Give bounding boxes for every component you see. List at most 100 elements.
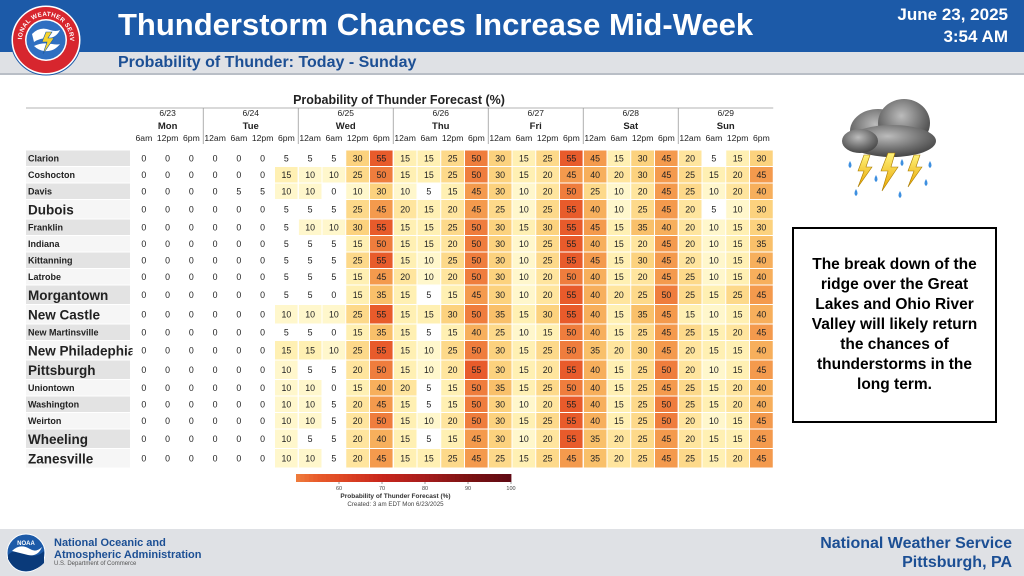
heatmap-cell-value: 5 bbox=[284, 255, 289, 265]
heatmap-cell bbox=[180, 200, 203, 219]
heatmap-cell-value: 10 bbox=[519, 255, 529, 265]
heatmap-cell bbox=[726, 360, 749, 379]
heatmap-cell bbox=[702, 396, 726, 412]
heatmap-cell bbox=[132, 183, 156, 199]
heatmap-cell bbox=[583, 183, 607, 199]
heatmap-cell bbox=[322, 429, 346, 448]
row-label-bg bbox=[26, 150, 130, 166]
heatmap-cell-value: 15 bbox=[400, 239, 410, 249]
heatmap-cell-value: 0 bbox=[213, 416, 218, 426]
heatmap-cell-value: 25 bbox=[543, 345, 553, 355]
heatmap-cell bbox=[132, 413, 156, 429]
heatmap-cell bbox=[750, 167, 773, 183]
heatmap-cell bbox=[583, 360, 607, 379]
page-subtitle: Probability of Thunder: Today - Sunday bbox=[118, 54, 417, 71]
heatmap-cell bbox=[512, 341, 536, 360]
heatmap-cell-value: 40 bbox=[756, 309, 766, 319]
heatmap-cell-value: 0 bbox=[213, 204, 218, 214]
heatmap-cell-value: 20 bbox=[353, 453, 363, 463]
heatmap-cell bbox=[156, 413, 179, 429]
day-name-label: Sun bbox=[717, 121, 735, 132]
legend-swatch bbox=[433, 474, 439, 482]
heatmap-cell-value: 0 bbox=[260, 255, 265, 265]
heatmap-cell-value: 20 bbox=[638, 272, 648, 282]
location-label: Washington bbox=[28, 399, 79, 409]
legend-swatch bbox=[317, 474, 323, 482]
legend-tick-label: 100 bbox=[506, 486, 515, 492]
heatmap-cell bbox=[465, 269, 488, 285]
heatmap-cell bbox=[227, 236, 251, 252]
heatmap-cell bbox=[346, 183, 369, 199]
heatmap-cell-value: 25 bbox=[638, 290, 648, 300]
heatmap-cell bbox=[536, 200, 559, 219]
heatmap-cell bbox=[251, 200, 274, 219]
heatmap-cell bbox=[417, 269, 441, 285]
heatmap-cell bbox=[441, 150, 464, 166]
heatmap-cell bbox=[156, 183, 179, 199]
heatmap-cell bbox=[227, 380, 251, 396]
heatmap-cell-value: 10 bbox=[329, 222, 339, 232]
heatmap-cell-value: 45 bbox=[566, 453, 576, 463]
heatmap-cell bbox=[275, 324, 298, 340]
heatmap-cell bbox=[441, 360, 464, 379]
heatmap-cell-value: 10 bbox=[281, 383, 291, 393]
heatmap-cell-value: 15 bbox=[614, 153, 624, 163]
heatmap-cell-value: 55 bbox=[566, 290, 576, 300]
heatmap-cell-value: 45 bbox=[661, 255, 671, 265]
heatmap-cell bbox=[275, 341, 298, 360]
heatmap-cell bbox=[417, 341, 441, 360]
heatmap-cell-value: 30 bbox=[495, 399, 505, 409]
heatmap-cell bbox=[512, 236, 536, 252]
heatmap-cell-value: 15 bbox=[400, 345, 410, 355]
location-label: Clarion bbox=[28, 153, 59, 163]
heatmap-cell-value: 0 bbox=[236, 365, 241, 375]
heatmap-cell bbox=[655, 252, 678, 268]
heatmap-cell bbox=[417, 380, 441, 396]
heatmap-cell bbox=[583, 305, 607, 324]
legend-title: Probability of Thunder Forecast (%) bbox=[340, 493, 450, 500]
heatmap-cell bbox=[583, 219, 607, 235]
heatmap-cell bbox=[607, 380, 631, 396]
heatmap-cell-value: 0 bbox=[165, 204, 170, 214]
heatmap-cell bbox=[512, 360, 536, 379]
heatmap-cell bbox=[536, 413, 559, 429]
legend-swatch bbox=[304, 474, 310, 482]
heatmap-cell-value: 0 bbox=[189, 204, 194, 214]
footer-bar: NOAA National Oceanic and Atmospheric Ad… bbox=[0, 529, 1024, 576]
heatmap-cell-value: 30 bbox=[638, 153, 648, 163]
heatmap-cell-value: 45 bbox=[376, 453, 386, 463]
heatmap-cell-value: 0 bbox=[260, 327, 265, 337]
issued-time: 3:54 AM bbox=[943, 27, 1008, 46]
heatmap-cell bbox=[275, 396, 298, 412]
heatmap-cell bbox=[536, 252, 559, 268]
heatmap-cell-value: 20 bbox=[733, 383, 743, 393]
heatmap-cell-value: 40 bbox=[376, 434, 386, 444]
legend-tick-label: 80 bbox=[422, 486, 428, 492]
heatmap-cell bbox=[370, 252, 393, 268]
heatmap-cell bbox=[750, 150, 773, 166]
heatmap-cell-value: 15 bbox=[733, 239, 743, 249]
heatmap-cell-value: 15 bbox=[733, 345, 743, 355]
legend-swatch bbox=[399, 474, 404, 482]
heatmap-cell bbox=[251, 236, 274, 252]
heatmap-cell bbox=[322, 305, 346, 324]
heatmap-cell bbox=[346, 360, 369, 379]
heatmap-cell-value: 55 bbox=[566, 309, 576, 319]
heatmap-cell bbox=[655, 236, 678, 252]
heatmap-cell bbox=[298, 269, 322, 285]
heatmap-cell bbox=[298, 150, 322, 166]
heatmap-cell bbox=[655, 183, 678, 199]
heatmap-cell bbox=[203, 429, 227, 448]
heatmap-cell bbox=[251, 219, 274, 235]
heatmap-cell-value: 45 bbox=[471, 434, 481, 444]
heatmap-cell bbox=[560, 200, 583, 219]
location-label: Davis bbox=[28, 186, 52, 196]
heatmap-cell-value: 10 bbox=[424, 255, 434, 265]
heatmap-cell bbox=[298, 360, 322, 379]
heatmap-cell-value: 30 bbox=[495, 255, 505, 265]
heatmap-cell bbox=[132, 200, 156, 219]
heatmap-cell-value: 15 bbox=[424, 222, 434, 232]
heatmap-cell-value: 10 bbox=[709, 239, 719, 249]
heatmap-cell-value: 15 bbox=[685, 309, 695, 319]
heatmap-cell-value: 15 bbox=[733, 272, 743, 282]
